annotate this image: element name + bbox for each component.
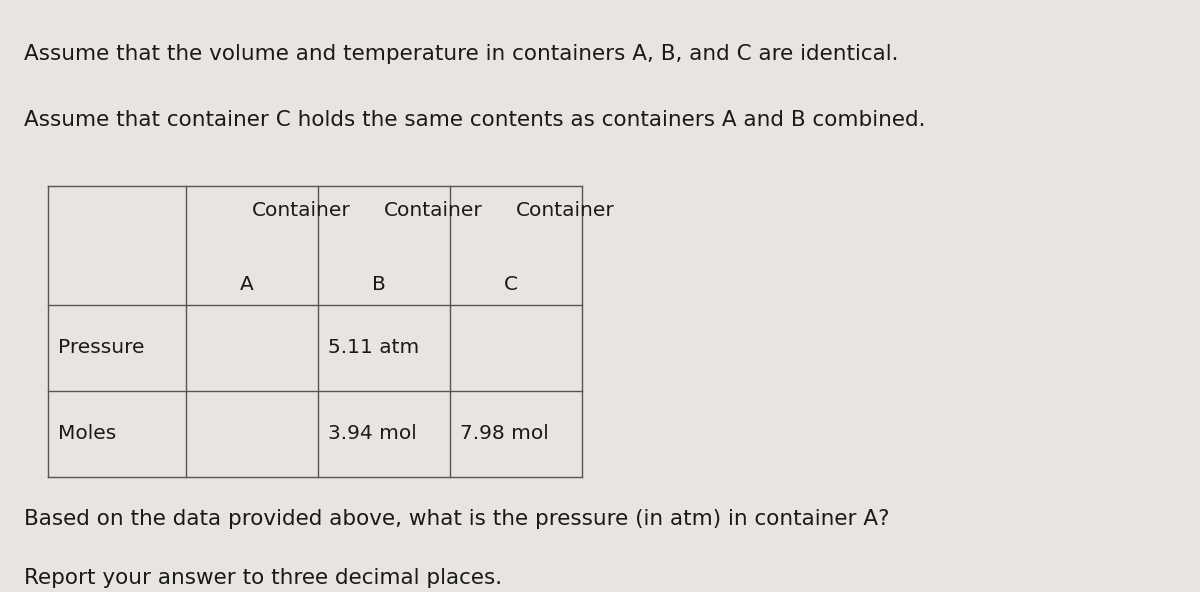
Text: 3.94 mol: 3.94 mol [328,424,416,443]
Text: Moles: Moles [58,424,116,443]
Text: 5.11 atm: 5.11 atm [328,338,419,358]
Text: A: A [240,275,253,294]
Text: B: B [372,275,385,294]
Text: Pressure: Pressure [58,338,144,358]
Text: Report your answer to three decimal places.: Report your answer to three decimal plac… [24,568,502,588]
Text: Container: Container [384,201,482,220]
Text: Container: Container [252,201,350,220]
Text: Assume that the volume and temperature in containers A, B, and C are identical.: Assume that the volume and temperature i… [24,44,899,65]
Text: 7.98 mol: 7.98 mol [460,424,548,443]
Text: Container: Container [516,201,614,220]
Text: Assume that container C holds the same contents as containers A and B combined.: Assume that container C holds the same c… [24,110,925,130]
Text: C: C [504,275,518,294]
Text: Based on the data provided above, what is the pressure (in atm) in container A?: Based on the data provided above, what i… [24,509,889,529]
